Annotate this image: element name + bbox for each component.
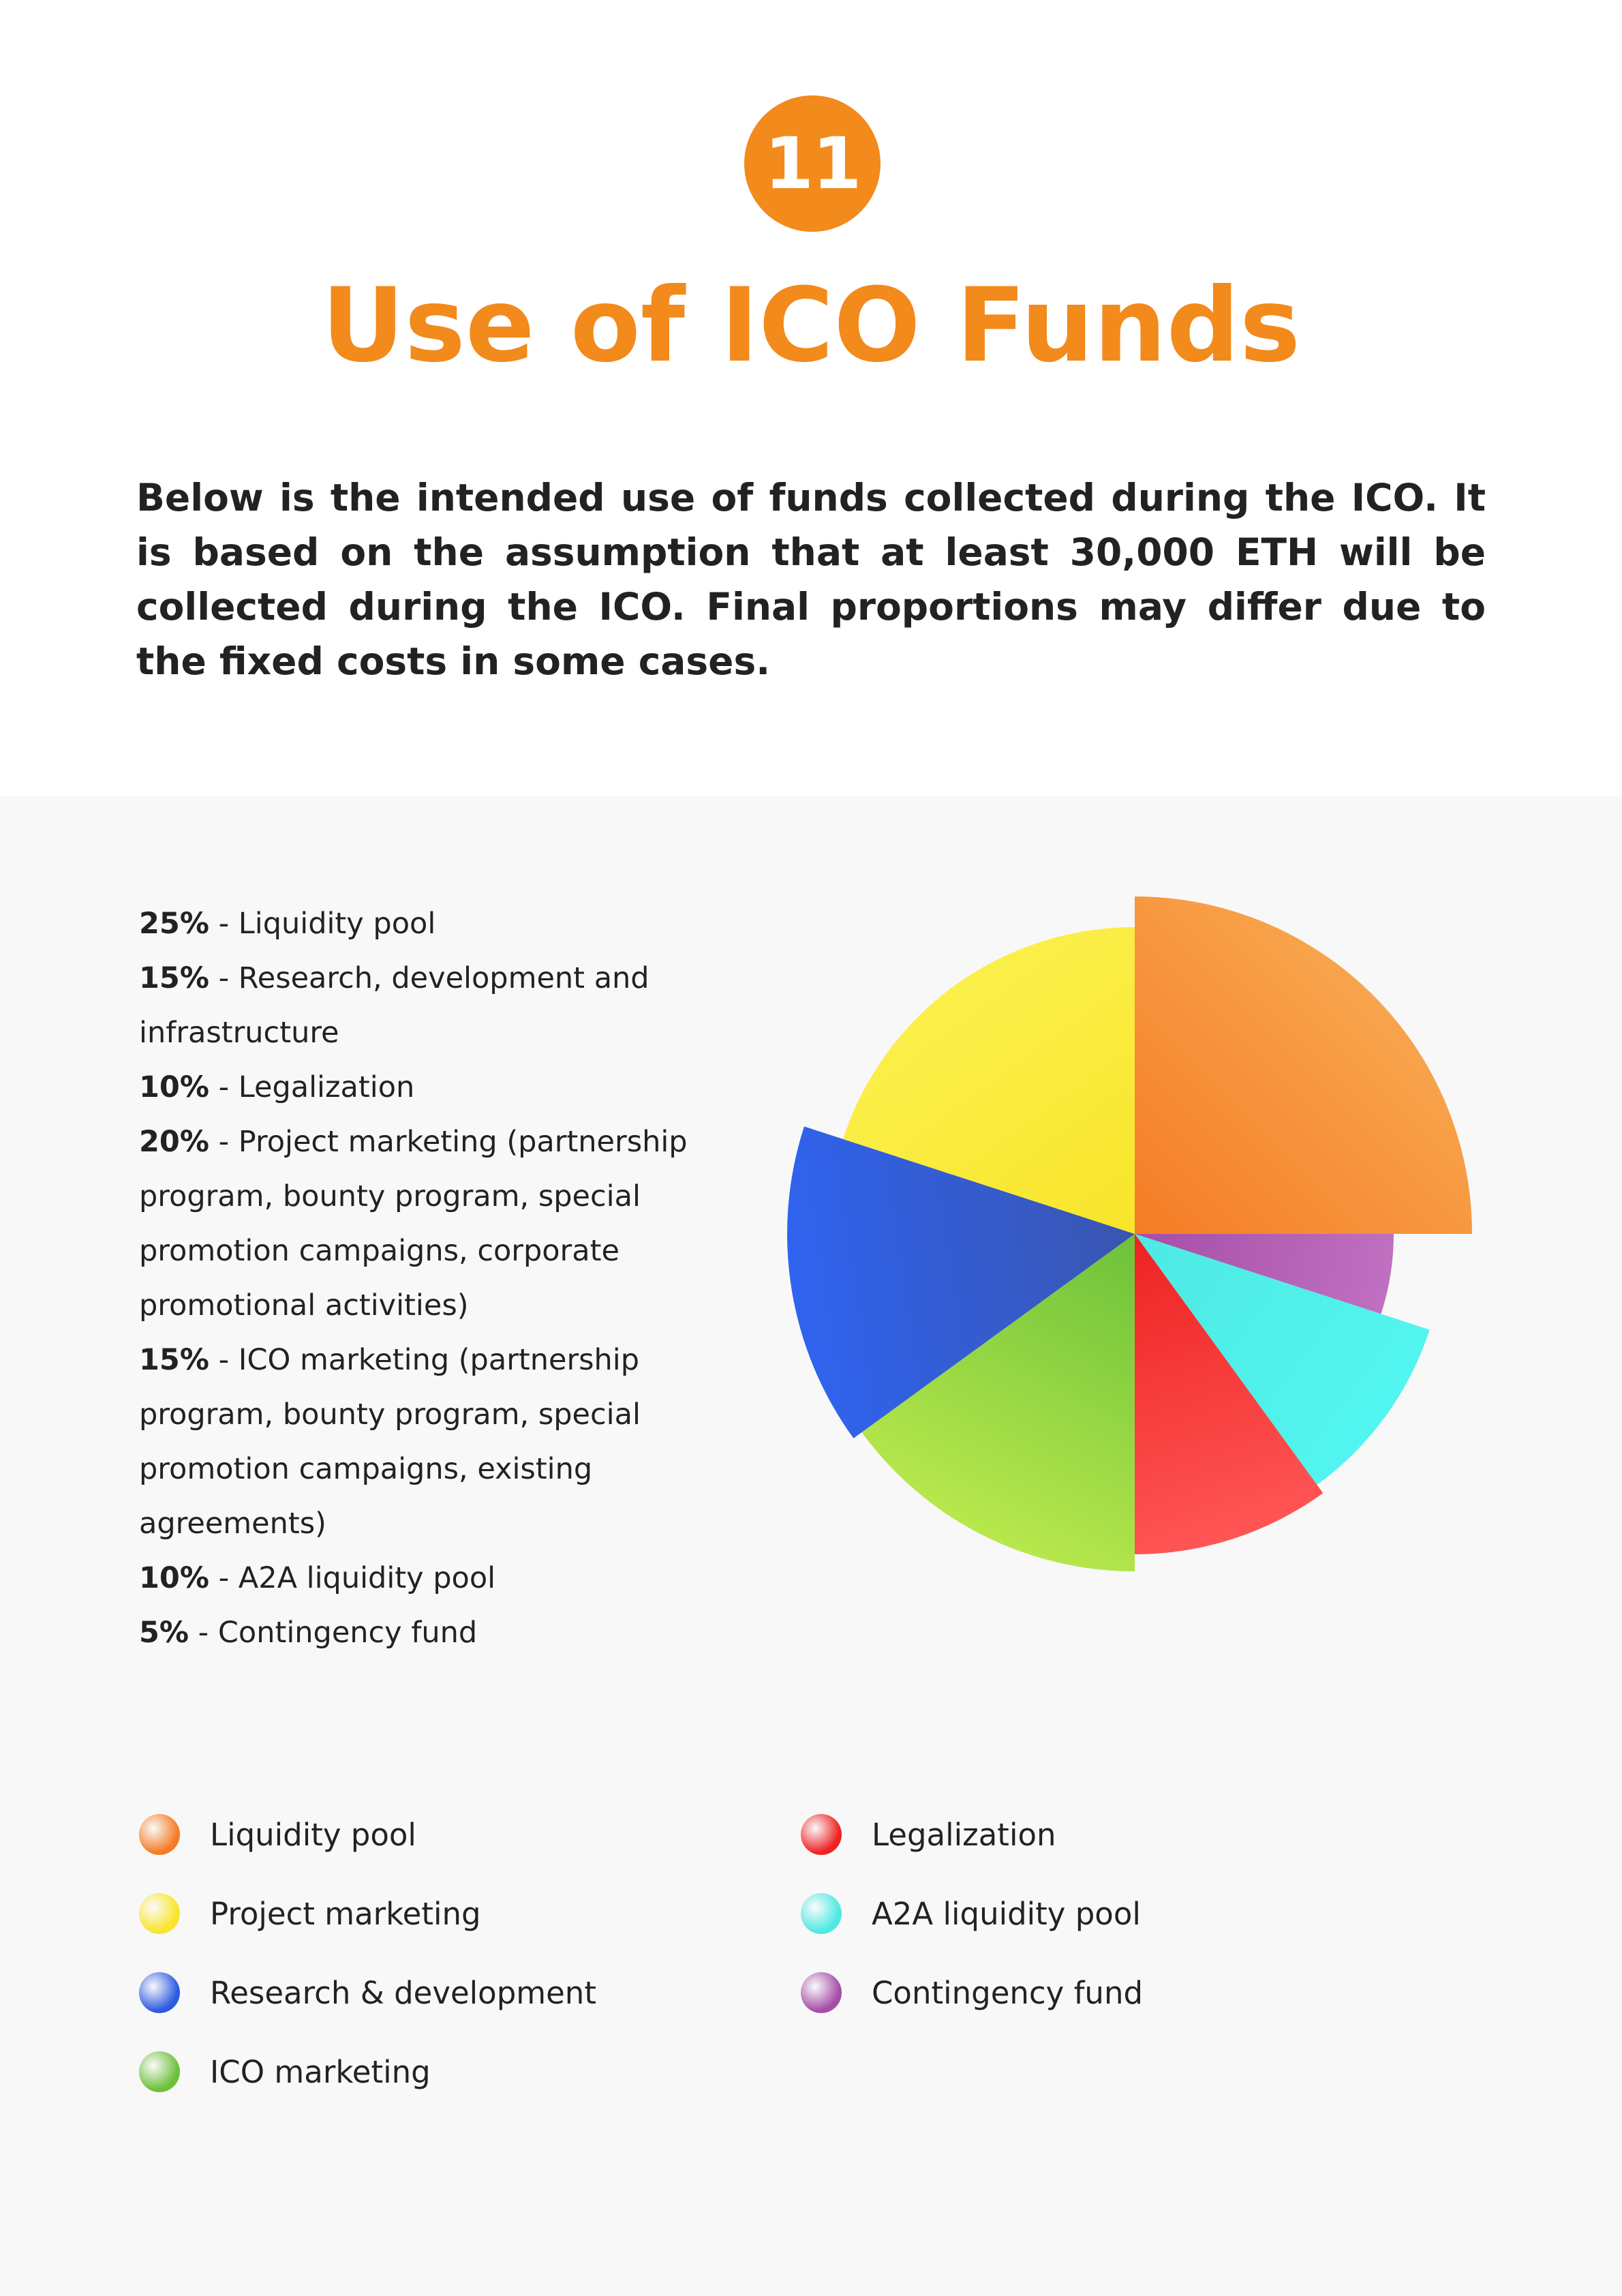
allocation-percent: 20% [139, 1125, 209, 1159]
legend-label: Liquidity pool [210, 1816, 416, 1853]
allocation-percent: 10% [139, 1070, 209, 1104]
legend-swatch-icon [801, 1893, 842, 1934]
legend-label: Project marketing [210, 1895, 481, 1932]
legend-label: Legalization [872, 1816, 1056, 1853]
pie-slice-a2a-liquidity-pool [1135, 1234, 1430, 1485]
allocation-label: ICO marketing (partnership program, boun… [139, 1343, 641, 1541]
allocation-label: Research, development and infrastructure [139, 961, 649, 1050]
allocation-item: 20% - Project marketing (partnership pro… [139, 1125, 688, 1323]
legend-label: A2A liquidity pool [872, 1895, 1141, 1932]
allocation-label: Liquidity pool [238, 907, 436, 941]
allocation-percent: 15% [139, 1343, 209, 1377]
pie-slice-ico-marketing [861, 1234, 1135, 1571]
allocation-label: Project marketing (partnership program, … [139, 1125, 688, 1323]
pie-slice-liquidity-pool [1135, 896, 1472, 1234]
legend-swatch-icon [139, 1893, 180, 1934]
allocation-label: A2A liquidity pool [238, 1561, 496, 1595]
allocation-item: 15% - Research, development and infrastr… [139, 961, 649, 1050]
pie-slice-legalization [1135, 1234, 1323, 1554]
legend-item: ICO marketing [139, 2048, 431, 2096]
allocation-item: 25% - Liquidity pool [139, 907, 436, 941]
section-number-badge: 11 [744, 95, 881, 232]
legend-swatch-icon [139, 1972, 180, 2013]
legend-item: A2A liquidity pool [801, 1890, 1141, 1937]
pie-slice-contingency-fund [1135, 1234, 1394, 1314]
legend-item: Legalization [801, 1811, 1056, 1858]
allocation-list: 25% - Liquidity pool 15% - Research, deve… [139, 896, 739, 1660]
allocation-percent: 10% [139, 1561, 209, 1595]
allocation-label: Legalization [238, 1070, 415, 1104]
legend-label: ICO marketing [210, 2053, 431, 2090]
legend-swatch-icon [139, 1814, 180, 1855]
legend-swatch-icon [801, 1814, 842, 1855]
legend-swatch-icon [139, 2051, 180, 2092]
page-title: Use of ICO Funds [321, 267, 1301, 385]
legend-item: Research & development [139, 1969, 596, 2016]
allocation-item: 10% - Legalization [139, 1070, 415, 1104]
allocation-percent: 15% [139, 961, 209, 995]
legend-item: Project marketing [139, 1890, 481, 1937]
allocation-label: Contingency fund [217, 1616, 478, 1650]
allocation-percent: 25% [139, 907, 209, 941]
allocation-item: 15% - ICO marketing (partnership program… [139, 1343, 641, 1541]
intro-paragraph: Below is the intended use of funds colle… [136, 476, 1486, 683]
pie-chart [787, 896, 1472, 1571]
allocation-item: 5% - Contingency fund [139, 1616, 478, 1650]
allocation-percent: 5% [139, 1616, 189, 1650]
pie-slice-project-marketing [843, 927, 1135, 1234]
legend-item: Contingency fund [801, 1969, 1143, 2016]
pie-slice-research-development [787, 1126, 1135, 1438]
legend-label: Research & development [210, 1974, 596, 2011]
legend-swatch-icon [801, 1972, 842, 2013]
legend-label: Contingency fund [872, 1974, 1144, 2011]
allocation-item: 10% - A2A liquidity pool [139, 1561, 496, 1595]
legend-item: Liquidity pool [139, 1811, 416, 1858]
